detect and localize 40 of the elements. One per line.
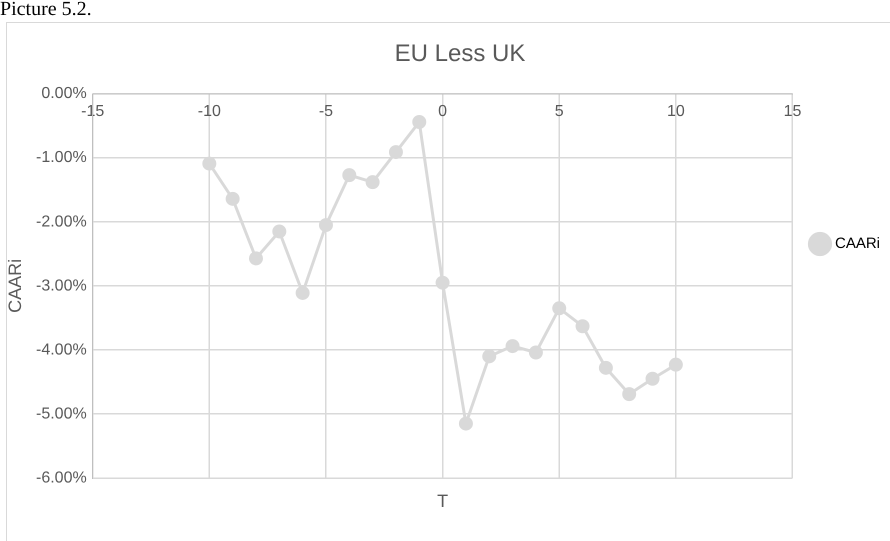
point: [248, 251, 263, 266]
point: [436, 276, 450, 290]
x-axis-title: T: [437, 490, 448, 511]
point: [668, 358, 683, 372]
point: [458, 416, 473, 431]
y-tick-label: -1.00%: [36, 149, 87, 166]
point: [576, 319, 590, 334]
y-tick-label: -5.00%: [36, 405, 87, 422]
x-tick-label: -10: [198, 102, 221, 120]
point: [342, 168, 356, 182]
y-tick-label: -3.00%: [36, 277, 87, 294]
point: [388, 145, 403, 160]
point: [272, 224, 286, 238]
point: [552, 301, 566, 316]
point: [598, 360, 613, 375]
text: Picture 5.2.: [0, 0, 92, 21]
x-tick-label: 15: [784, 102, 802, 120]
x-tick-label: 10: [666, 102, 685, 120]
point: [318, 218, 333, 232]
x-tick-label: -15: [81, 102, 104, 120]
point: [482, 349, 496, 364]
y-axis-title: CAARi: [4, 258, 25, 313]
x-tick-label: 0: [438, 102, 448, 120]
point: [296, 286, 310, 300]
point: [412, 114, 426, 129]
y-tick-label: -4.00%: [36, 341, 87, 358]
point: [622, 387, 636, 402]
point: [646, 372, 660, 386]
x-tick-label: 5: [554, 102, 564, 120]
chart-title: EU Less UK: [394, 40, 526, 68]
y-tick-label: -6.00%: [36, 469, 87, 486]
point: [528, 345, 543, 360]
point: [226, 192, 240, 206]
y-tick-label: 0.00%: [41, 85, 87, 102]
y-tick-label: -2.00%: [36, 213, 87, 230]
legend-label: CAARi: [834, 235, 880, 252]
x-tick-label: -5: [318, 102, 334, 120]
point: [506, 339, 520, 354]
point: [202, 156, 216, 171]
point: [366, 175, 380, 190]
